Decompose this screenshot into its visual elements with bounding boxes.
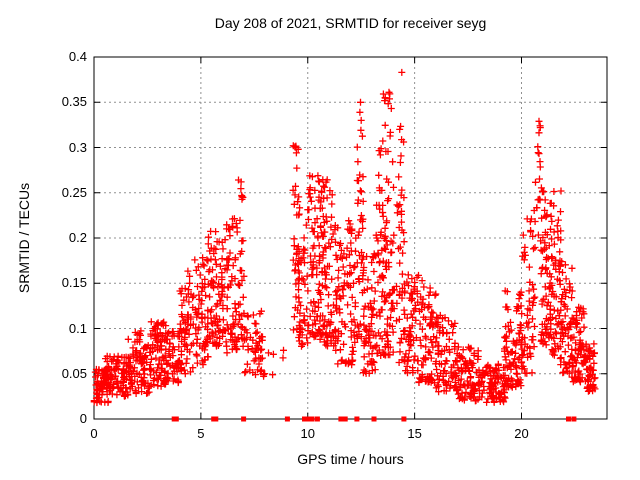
zero-marker: [371, 416, 377, 422]
y-axis-label: SRMTID / TECUs: [16, 182, 32, 294]
y-tick-label: 0.3: [68, 139, 87, 155]
zero-markers: [171, 416, 577, 422]
y-tick-label: 0.2: [68, 230, 87, 245]
y-tick-label: 0.4: [68, 49, 87, 64]
y-tick-label: 0.25: [61, 184, 87, 200]
zero-marker: [338, 416, 344, 422]
x-tick-label: 5: [197, 426, 205, 441]
zero-marker: [314, 416, 320, 422]
y-tick-label: 0.35: [61, 94, 87, 110]
y-tick-label: 0.15: [61, 275, 87, 291]
y-tick-label: 0.05: [61, 365, 87, 381]
scatter-points: [90, 68, 599, 407]
x-axis-label: GPS time / hours: [297, 451, 404, 467]
x-tick-label: 0: [90, 426, 98, 441]
zero-marker: [401, 416, 407, 422]
zero-marker: [354, 416, 360, 422]
x-tick-label: 10: [300, 426, 315, 441]
zero-marker: [342, 416, 348, 422]
zero-marker: [571, 416, 577, 422]
x-tick-label: 15: [407, 426, 422, 441]
y-tick-label: 0: [79, 411, 87, 426]
zero-marker: [284, 416, 290, 422]
zero-marker: [566, 416, 571, 422]
y-tick-label: 0.1: [68, 320, 87, 336]
x-tick-label: 20: [514, 426, 529, 441]
zero-marker: [213, 416, 219, 422]
zero-marker: [309, 416, 315, 422]
zero-marker: [304, 416, 310, 422]
zero-marker: [173, 416, 179, 422]
zero-marker: [241, 416, 247, 422]
chart-title: Day 208 of 2021, SRMTID for receiver sey…: [214, 15, 487, 31]
